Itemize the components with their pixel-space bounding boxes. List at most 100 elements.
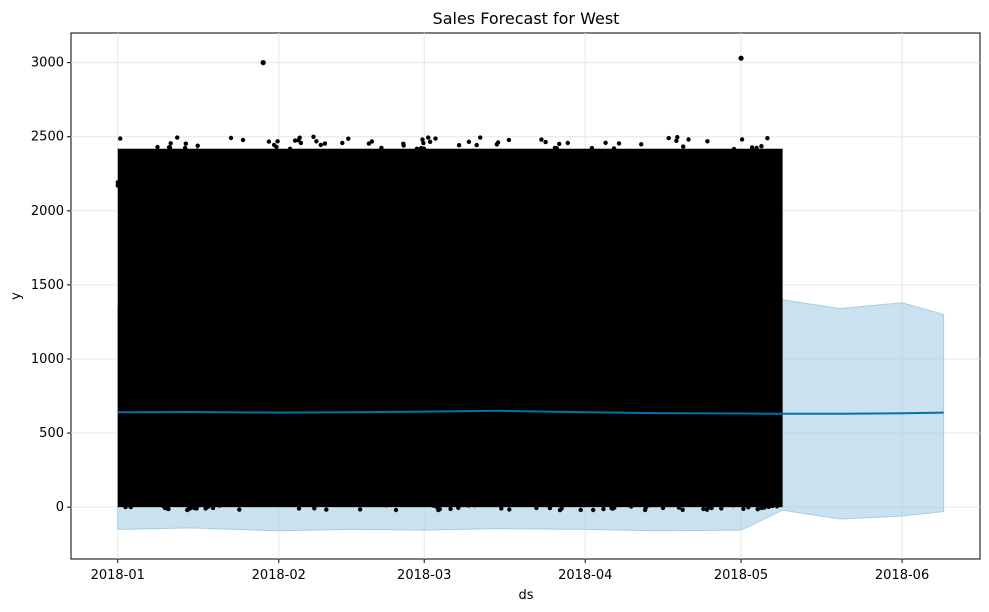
observed-point xyxy=(380,199,385,204)
observed-point xyxy=(657,168,662,174)
observed-point xyxy=(420,203,426,208)
observed-point xyxy=(177,179,182,184)
observed-point xyxy=(279,501,285,506)
observed-point xyxy=(421,140,426,146)
observed-point xyxy=(421,146,427,151)
observed-point xyxy=(454,186,459,192)
observed-point xyxy=(155,157,161,162)
observed-point xyxy=(500,166,505,171)
observed-point xyxy=(620,165,625,170)
observed-point xyxy=(759,144,764,149)
observed-point xyxy=(427,139,433,144)
observed-point xyxy=(268,197,274,202)
observed-point xyxy=(415,157,421,163)
observed-point xyxy=(474,142,479,148)
forecast-line xyxy=(117,409,944,415)
y-tick-label: 500 xyxy=(39,426,64,441)
observed-point xyxy=(118,172,124,177)
observed-point xyxy=(423,209,428,214)
observed-point xyxy=(202,194,207,199)
observed-point xyxy=(344,186,349,191)
observed-point xyxy=(448,506,453,512)
observed-point xyxy=(574,213,580,218)
observed-point xyxy=(616,141,622,146)
observed-point xyxy=(557,141,562,147)
observed-point xyxy=(139,502,144,507)
observed-point xyxy=(676,210,681,215)
observed-point xyxy=(434,501,439,506)
observed-point xyxy=(534,505,539,511)
observed-point xyxy=(269,178,274,183)
observed-point xyxy=(686,137,691,142)
observed-point xyxy=(592,166,597,171)
observed-point xyxy=(591,507,596,513)
observed-point xyxy=(401,141,406,146)
observed-point xyxy=(521,212,527,218)
observed-point xyxy=(125,221,130,226)
observed-point xyxy=(718,159,723,164)
observed-point xyxy=(710,172,715,178)
observed-point xyxy=(451,156,456,161)
observed-point xyxy=(623,192,628,197)
observed-point xyxy=(301,219,306,224)
observed-point xyxy=(352,187,357,192)
observed-point xyxy=(553,209,558,215)
observed-point xyxy=(614,153,619,159)
observed-point xyxy=(411,202,417,208)
observed-point xyxy=(237,507,242,512)
observed-point xyxy=(647,211,652,216)
observed-point xyxy=(440,187,445,192)
observed-point xyxy=(291,202,296,207)
observed-point xyxy=(204,150,209,156)
observed-point xyxy=(297,135,302,140)
observed-point xyxy=(617,501,622,507)
observed-point xyxy=(702,164,707,169)
observed-point xyxy=(239,196,244,201)
observed-point xyxy=(484,221,489,226)
observed-point xyxy=(159,212,165,217)
observed-point xyxy=(618,217,624,222)
observed-point xyxy=(765,136,770,141)
observed-point xyxy=(692,186,697,191)
observed-point xyxy=(214,208,219,213)
observed-point xyxy=(759,502,764,507)
observed-point xyxy=(638,198,643,203)
observed-point xyxy=(437,507,442,512)
observed-point xyxy=(169,221,175,226)
observed-point xyxy=(731,146,737,152)
y-tick-label: 1000 xyxy=(31,352,64,367)
x-tick-label: 2018-03 xyxy=(397,568,451,583)
observed-point xyxy=(727,499,732,504)
observed-point xyxy=(511,501,516,506)
observed-point xyxy=(631,499,637,505)
observed-point xyxy=(675,135,680,140)
observed-point xyxy=(179,195,184,200)
observed-point xyxy=(181,154,186,159)
observed-point xyxy=(550,222,556,228)
observed-point xyxy=(611,146,617,151)
observed-point xyxy=(394,213,399,218)
observed-point xyxy=(147,186,152,192)
observed-point xyxy=(644,161,650,167)
observed-point xyxy=(409,207,414,213)
observed-point xyxy=(498,156,503,161)
observed-point xyxy=(299,171,304,176)
observed-point xyxy=(268,167,273,172)
observed-point xyxy=(393,507,399,513)
observed-point xyxy=(552,145,558,151)
observed-point xyxy=(392,175,398,180)
observed-point xyxy=(595,499,600,505)
observed-point xyxy=(203,160,208,165)
observed-point xyxy=(736,501,741,506)
observed-point xyxy=(549,188,554,193)
observed-point xyxy=(444,218,449,224)
observed-point xyxy=(565,214,570,220)
observed-point xyxy=(237,165,243,170)
observed-point xyxy=(168,141,173,146)
observed-point xyxy=(406,179,412,184)
observed-point xyxy=(171,500,176,506)
observed-point xyxy=(176,183,181,188)
observed-point xyxy=(648,155,653,160)
observed-point xyxy=(730,503,736,508)
